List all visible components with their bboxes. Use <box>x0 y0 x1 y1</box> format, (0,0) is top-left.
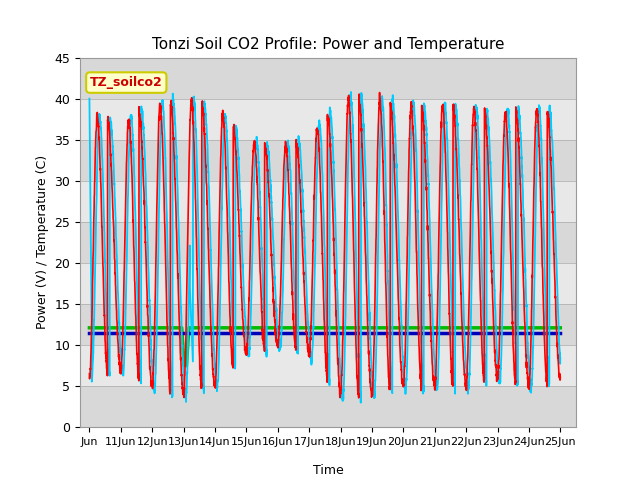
Bar <box>80 181 576 222</box>
X-axis label: Time: Time <box>312 464 344 477</box>
Y-axis label: Power (V) / Temperature (C): Power (V) / Temperature (C) <box>36 156 49 329</box>
Bar <box>80 140 576 181</box>
Bar <box>80 304 576 345</box>
Bar <box>80 386 576 427</box>
Bar <box>80 99 576 140</box>
Bar <box>80 345 576 386</box>
Bar <box>80 222 576 263</box>
Text: TZ_soilco2: TZ_soilco2 <box>90 76 163 89</box>
Title: Tonzi Soil CO2 Profile: Power and Temperature: Tonzi Soil CO2 Profile: Power and Temper… <box>152 37 504 52</box>
Bar <box>80 58 576 99</box>
Bar <box>80 263 576 304</box>
